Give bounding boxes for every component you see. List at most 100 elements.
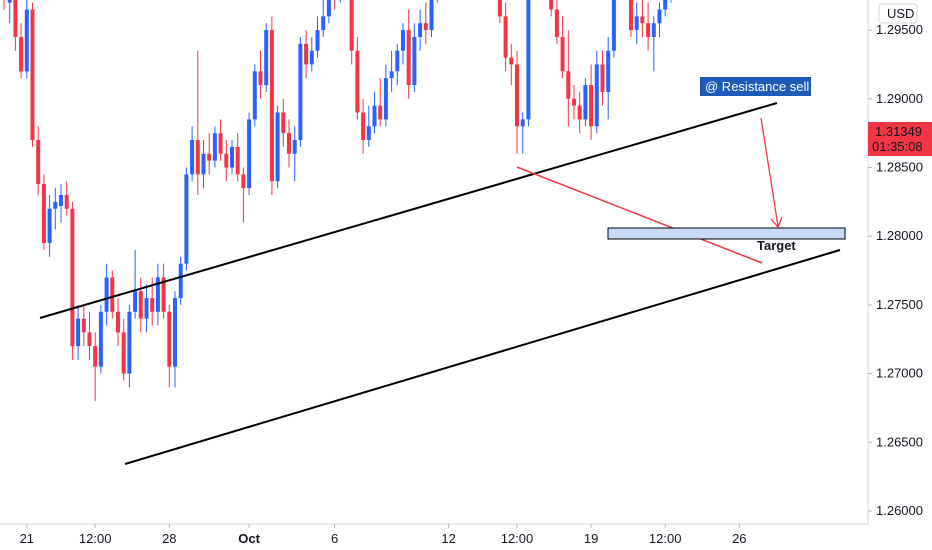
projection-arrow	[760, 117, 779, 227]
candle-body	[378, 105, 383, 120]
time-tick-label: 12:00	[501, 531, 534, 546]
time-tick-label: 12:00	[79, 531, 112, 546]
candle	[247, 112, 252, 195]
candle	[184, 167, 189, 271]
candle	[81, 304, 86, 347]
candle-body	[287, 133, 291, 154]
currency-label: USD	[887, 6, 914, 21]
candle-body	[81, 318, 86, 333]
candle	[651, 16, 656, 72]
candle-body	[577, 105, 582, 120]
candle-body	[184, 174, 189, 264]
candle	[252, 64, 257, 127]
candle-body	[663, 0, 668, 10]
candle	[646, 2, 651, 51]
candle-body	[53, 201, 58, 209]
candle-body	[520, 119, 525, 127]
candle	[304, 30, 309, 79]
candle-body	[230, 146, 234, 168]
candle-body	[161, 277, 166, 312]
resistance-label: @ Resistance sell	[705, 79, 809, 94]
candle	[554, 0, 559, 44]
candle	[24, 0, 29, 79]
candle-body	[269, 30, 274, 182]
candle-body	[366, 126, 371, 141]
candle	[349, 0, 354, 65]
price-tick-label: 1.29000	[876, 91, 923, 106]
candle-body	[298, 43, 303, 141]
price-tick-label: 1.29500	[876, 22, 923, 37]
candle	[53, 188, 58, 230]
candle-body	[212, 133, 217, 161]
candle	[292, 126, 297, 182]
candle-body	[24, 9, 29, 72]
candlestick-series	[3, 0, 672, 402]
candle	[611, 0, 616, 58]
candle-body	[646, 23, 651, 37]
candle	[287, 119, 291, 168]
candle	[361, 98, 366, 154]
candle	[7, 0, 12, 24]
candle-body	[583, 85, 588, 120]
candle-body	[509, 57, 514, 65]
candle-body	[554, 9, 559, 37]
candle	[566, 30, 571, 127]
target-label: Target	[757, 238, 796, 253]
candle-body	[349, 0, 354, 51]
candle-body	[600, 64, 605, 92]
candle-body	[155, 277, 160, 312]
price-tick-label: 1.28000	[876, 228, 923, 243]
candle	[127, 304, 132, 388]
candle-body	[418, 23, 423, 37]
candle-body	[36, 140, 41, 184]
channel-upper-line	[39, 102, 778, 319]
candle	[144, 284, 149, 333]
candle-body	[247, 119, 252, 189]
candle-body	[406, 30, 411, 86]
candle	[321, 0, 326, 37]
candle	[212, 126, 217, 168]
time-tick-label: 26	[732, 531, 746, 546]
candle	[173, 291, 177, 388]
candle-body	[98, 311, 103, 367]
candle-body	[258, 71, 263, 86]
candle	[589, 64, 594, 141]
candle	[70, 201, 75, 360]
candle-body	[195, 140, 200, 175]
candle	[503, 2, 508, 72]
candle-body	[361, 112, 366, 141]
candle	[30, 2, 35, 147]
candle-body	[264, 30, 269, 86]
resistance-label-box	[700, 77, 811, 96]
time-axis[interactable]: 21 12:00 28 Oct 6 12 12:00 19 12:00 26	[20, 524, 747, 546]
candle-body	[640, 16, 645, 24]
candle-body	[572, 98, 576, 106]
candle	[401, 23, 405, 65]
candle	[241, 167, 246, 223]
candle-body	[389, 71, 394, 79]
currency-badge[interactable]	[878, 3, 918, 24]
candle-body	[429, 0, 434, 31]
price-axis[interactable]: 1.26000 1.26500 1.27000 1.27500 1.28000 1.285…	[868, 22, 923, 518]
candle	[389, 50, 394, 92]
candle-body	[207, 153, 212, 161]
candle-body	[104, 277, 109, 312]
candle	[334, 0, 336, 10]
candle	[121, 318, 126, 381]
candle	[195, 50, 200, 195]
candle-body	[64, 194, 69, 209]
candle-body	[13, 0, 18, 37]
candle-body	[423, 23, 428, 31]
candle-body	[241, 174, 246, 189]
candle	[378, 78, 383, 127]
candle	[372, 91, 377, 134]
candle	[281, 98, 286, 147]
candle-body	[315, 30, 320, 51]
candle	[155, 263, 160, 326]
candle	[224, 140, 229, 182]
price-tick-label: 1.27000	[876, 366, 923, 381]
candle-body	[589, 85, 594, 127]
candle	[269, 16, 274, 195]
candle	[161, 263, 166, 319]
